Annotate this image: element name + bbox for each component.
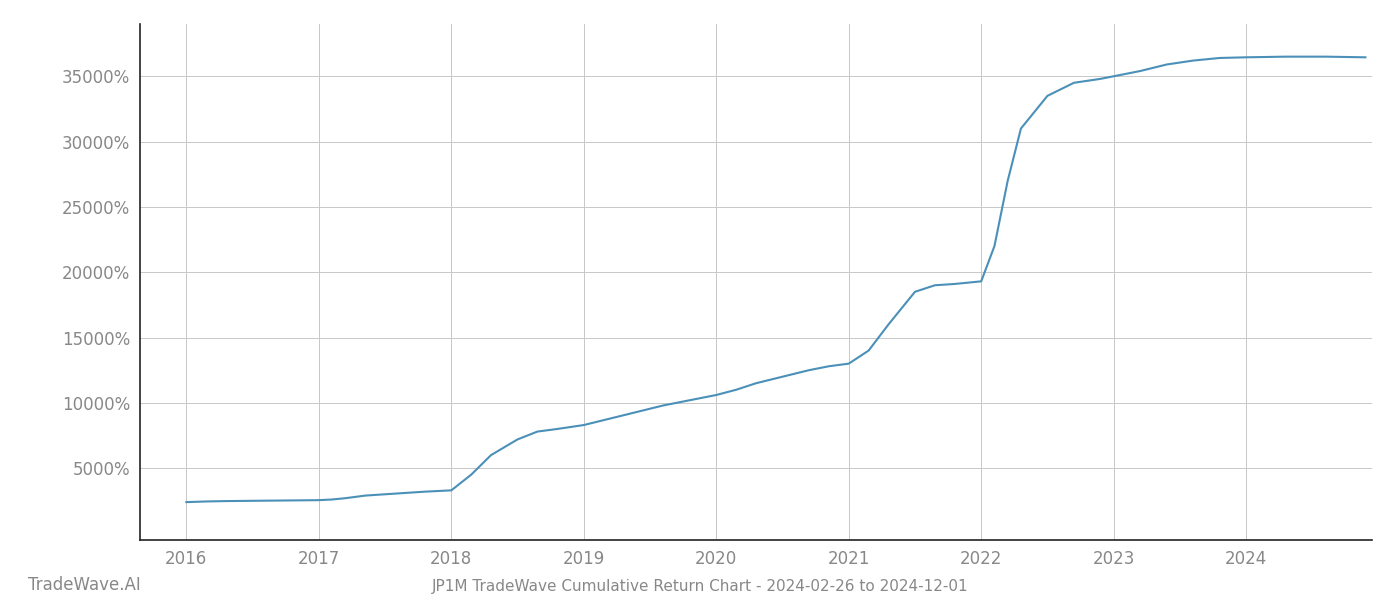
Text: JP1M TradeWave Cumulative Return Chart - 2024-02-26 to 2024-12-01: JP1M TradeWave Cumulative Return Chart -… bbox=[431, 579, 969, 594]
Text: TradeWave.AI: TradeWave.AI bbox=[28, 576, 141, 594]
